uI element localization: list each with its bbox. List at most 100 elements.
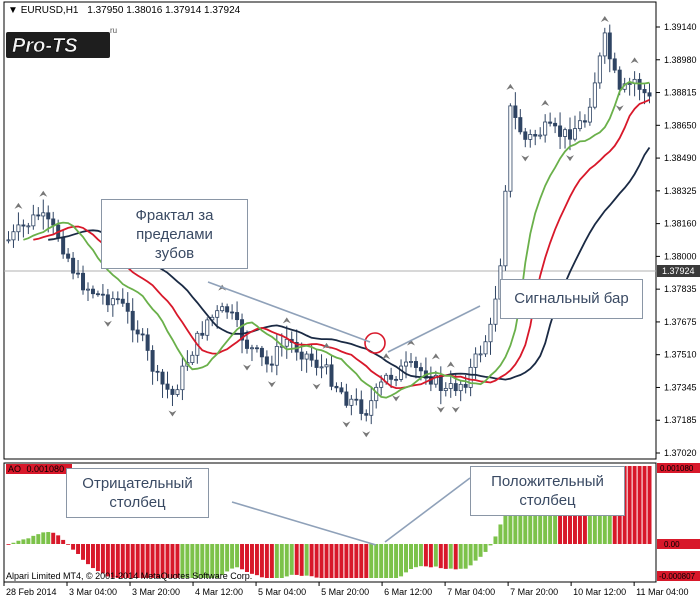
ao-bar (215, 544, 220, 578)
ao-bar (349, 544, 354, 578)
logo-text: Pro-TS (12, 35, 78, 57)
candle-body (230, 311, 235, 314)
ao-bar (354, 544, 359, 578)
candle-body (359, 399, 364, 414)
time-tick-label: 28 Feb 2014 (6, 587, 57, 597)
negative-callout-line-1: Отрицательный (82, 475, 193, 492)
candle-body (453, 383, 458, 392)
candle-body (404, 361, 409, 367)
price-tick-label: 1.37185 (664, 415, 697, 425)
ao-bar (274, 544, 279, 578)
fractal-up-icon (600, 16, 609, 22)
fractal-down-icon (392, 395, 401, 402)
ao-bar (304, 544, 309, 576)
header-triangle-icon: ▼ (8, 5, 18, 16)
candle-body (249, 347, 254, 350)
candle-body (274, 346, 279, 366)
candle-body (597, 55, 602, 84)
fractal-up-icon (406, 339, 415, 346)
candle-body (553, 122, 558, 127)
ao-bar (245, 544, 249, 572)
fractal-down-icon (312, 383, 321, 390)
candle-body (200, 332, 205, 336)
candle-body (463, 383, 468, 388)
ao-bar (264, 544, 269, 578)
ao-bar (6, 544, 11, 545)
ao-bar (254, 544, 259, 576)
candle-body (572, 128, 577, 140)
candle-body (115, 298, 120, 301)
ao-bar (155, 544, 160, 578)
candle-body (364, 413, 369, 416)
candle-body (533, 134, 538, 137)
ao-pane-frame (3, 462, 657, 583)
positive-callout-line-2: столбец (519, 492, 576, 509)
candle-body (145, 334, 150, 351)
ao-bar (379, 544, 384, 578)
ao-bar (359, 544, 364, 578)
candle-body (399, 365, 404, 380)
ao-bar (259, 544, 264, 578)
candle-body (369, 400, 374, 416)
ao-bar (26, 538, 31, 544)
candle-body (135, 329, 140, 335)
candle-body (16, 224, 21, 233)
ao-bar (125, 544, 130, 578)
ao-bar (105, 544, 110, 577)
ao-bar (428, 544, 433, 568)
candle-body (170, 388, 175, 395)
candle-body (71, 257, 76, 274)
ao-bar (200, 544, 205, 578)
candle-body (329, 364, 334, 387)
annotation-arrows (207, 281, 481, 546)
candle-body (443, 388, 448, 391)
footer-copyright: Alpari Limited MT4, © 2001-2014 MetaQuot… (6, 571, 252, 581)
ao-label-bg (6, 464, 72, 474)
candle-body (493, 298, 498, 325)
alligator-teeth-line (33, 98, 650, 390)
fractal-down-icon (362, 431, 371, 438)
ao-bar (41, 532, 46, 544)
fractal-down-icon (521, 155, 530, 162)
price-tick-label: 1.38160 (664, 219, 697, 229)
fractal-down-icon (615, 105, 624, 112)
ao-bar (394, 544, 399, 578)
ao-bar (130, 544, 135, 578)
fractal-down-icon (243, 364, 252, 371)
candle-body (165, 383, 170, 390)
candle-body (46, 212, 51, 220)
ao-bar (150, 544, 155, 578)
ao-bar (100, 544, 105, 574)
candle-body (160, 371, 165, 385)
fractal-down-icon (342, 421, 351, 428)
candle-body (339, 387, 344, 393)
fractal-up-icon (506, 83, 515, 90)
candle-body (26, 225, 31, 228)
ao-bar (284, 544, 289, 577)
ao-bar (71, 544, 76, 550)
candle-body (225, 306, 230, 313)
ao-bar (299, 544, 304, 576)
price-tick-label: 1.38000 (664, 251, 697, 261)
candle-body (110, 298, 115, 306)
alligator-lips-line (23, 80, 650, 399)
ao-bar (344, 544, 349, 578)
negative-bar-arrow (231, 501, 377, 546)
candle-body (100, 293, 105, 296)
header-ohlc: 1.37950 1.38016 1.37914 1.37924 (87, 5, 240, 16)
fractal-down-icon (566, 155, 575, 162)
price-tick-label: 1.38980 (664, 55, 697, 65)
time-tick-label: 11 Mar 04:00 (636, 587, 688, 597)
price-tick-label: 1.38815 (664, 88, 697, 98)
candle-body (354, 398, 359, 401)
ao-mid-value: 0.00 (664, 540, 680, 549)
candle-body (642, 89, 647, 94)
fractal-up-icon (282, 317, 291, 324)
price-tick-label: 1.37020 (664, 448, 697, 458)
ao-bar (160, 544, 165, 578)
ao-bar (627, 466, 632, 544)
candle-body (180, 365, 185, 391)
ao-bar (46, 532, 51, 544)
candle-body (259, 347, 264, 358)
candle-body (205, 319, 210, 336)
